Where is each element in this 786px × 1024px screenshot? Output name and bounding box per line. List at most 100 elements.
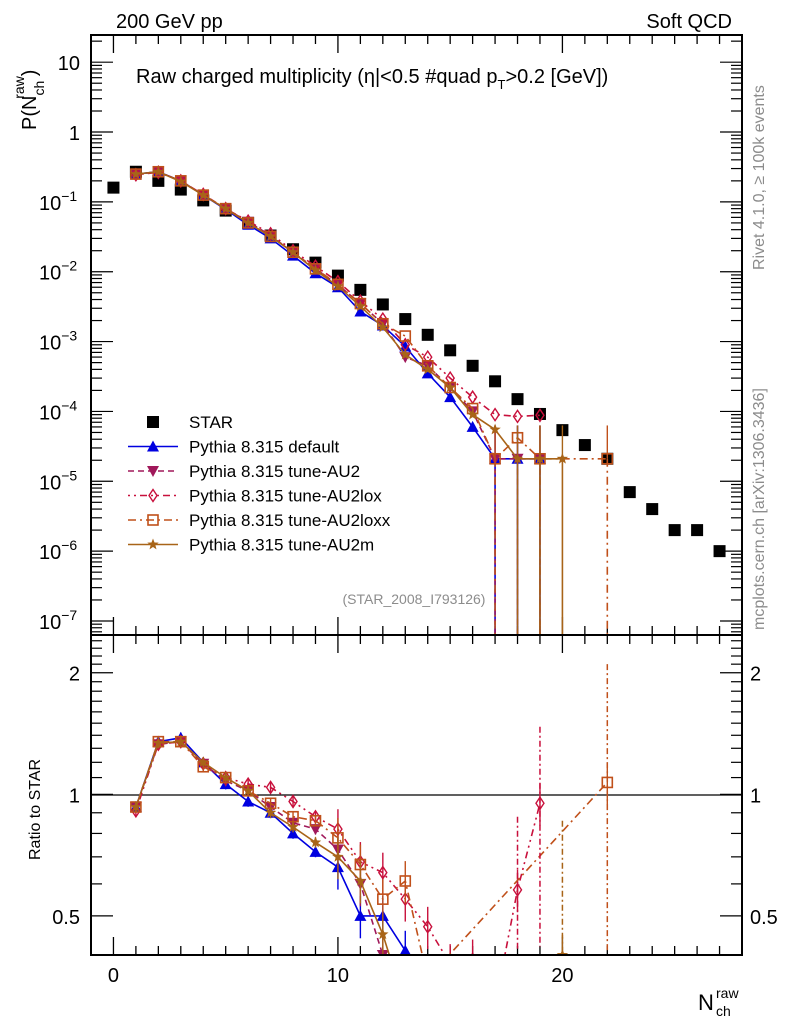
- legend-label: Pythia 8.315 tune-AU2loxx: [189, 511, 391, 530]
- ratio-point: [242, 795, 255, 807]
- data-point: [376, 298, 389, 311]
- data-point: [130, 168, 142, 179]
- svg-text:raw: raw: [716, 985, 739, 1001]
- x-tick-label: 10: [327, 965, 349, 987]
- main-series-layer: [107, 165, 726, 635]
- y-tick-label: 10: [58, 53, 80, 75]
- ratio-point: [446, 958, 454, 970]
- ratio-pythia-8-315-default: [129, 731, 434, 1010]
- ratio-point: [400, 891, 411, 907]
- ratio-point: [399, 1000, 411, 1011]
- ratio-point: [332, 850, 344, 862]
- svg-text:ch: ch: [716, 1003, 731, 1019]
- data-point: [466, 408, 479, 420]
- data-point: [152, 174, 165, 187]
- data-point: [399, 330, 412, 342]
- legend-marker: [148, 488, 158, 503]
- main-title: Raw charged multiplicity (η|<0.5 #quad p…: [136, 66, 608, 92]
- series-pythia-8-315-tune-au2m: [130, 165, 569, 635]
- ratio-point: [309, 845, 322, 857]
- ratio-line: [135, 736, 408, 955]
- ratio-point: [220, 771, 232, 783]
- data-point: [220, 202, 232, 214]
- svg-text:P(Nchraw): P(Nchraw): [11, 70, 47, 130]
- data-point: [422, 349, 433, 365]
- ratio-series-layer: [129, 664, 614, 1011]
- data-point: [332, 280, 344, 292]
- ratio-point: [130, 801, 142, 812]
- data-point: [444, 344, 457, 357]
- data-point: [444, 391, 457, 403]
- ratio-point: [535, 796, 545, 811]
- x-tick-label: 20: [551, 965, 573, 987]
- data-point: [399, 348, 411, 360]
- series-line: [135, 171, 541, 418]
- data-point: [287, 246, 299, 258]
- data-point: [332, 278, 344, 291]
- header-right: Soft QCD: [646, 11, 732, 33]
- data-point: [466, 420, 479, 432]
- ratio-point: [377, 865, 388, 880]
- legend-marker: [147, 466, 159, 477]
- data-point: [489, 375, 502, 388]
- ratio-line: [135, 740, 563, 955]
- ratio-tick-labels: 0.5 0.5 1 1 2 2: [52, 664, 778, 929]
- data-point: [713, 545, 726, 558]
- data-point: [421, 367, 434, 379]
- data-point: [197, 189, 209, 200]
- legend-marker: [147, 416, 159, 428]
- ratio-point: [354, 875, 367, 886]
- main-axis-ticks: [91, 35, 742, 635]
- data-point: [107, 181, 120, 194]
- legend-item: STAR: [147, 413, 233, 432]
- legend-marker: [147, 514, 159, 526]
- data-point: [399, 313, 412, 326]
- data-point: [646, 503, 659, 516]
- data-point: [242, 216, 254, 228]
- x-tick-label: 0: [108, 965, 119, 987]
- series-pythia-8-315-tune-au2: [129, 166, 546, 635]
- data-point: [466, 359, 479, 372]
- ratio-point: [422, 999, 434, 1010]
- x-axis-label: N raw ch: [698, 985, 739, 1019]
- data-point: [354, 300, 367, 312]
- rivet-label: Rivet 4.1.0, ≥ 100k events: [751, 85, 768, 270]
- ratio-y-tick-label: 0.5: [52, 907, 80, 929]
- data-point: [354, 283, 367, 296]
- legend-item: Pythia 8.315 tune-AU2: [128, 462, 360, 481]
- ratio-line: [135, 740, 608, 955]
- ratio-point: [354, 909, 367, 921]
- ratio-point: [399, 875, 412, 887]
- y-tick-label: 10−4: [39, 397, 77, 424]
- ratio-point: [491, 999, 499, 1011]
- data-point: [152, 165, 165, 177]
- data-point: [601, 452, 614, 465]
- ratio-y-tick-label-right: 2: [750, 664, 761, 686]
- ratio-point: [309, 814, 322, 827]
- legend-label: Pythia 8.315 default: [189, 438, 340, 457]
- ratio-point: [287, 827, 300, 839]
- ratio-y-tick-label: 1: [69, 785, 80, 807]
- y-tick-label: 10−7: [39, 607, 77, 634]
- data-point: [467, 389, 478, 405]
- ratio-point: [265, 780, 276, 795]
- ratio-point: [242, 784, 254, 796]
- analysis-annotation: (STAR_2008_I793126): [343, 591, 486, 607]
- data-point: [490, 407, 500, 422]
- data-point: [489, 452, 501, 465]
- ratio-point: [287, 821, 299, 832]
- ratio-pythia-8-315-tune-au2m: [130, 735, 569, 955]
- legend-item: Pythia 8.315 tune-AU2lox: [128, 487, 382, 506]
- data-point: [354, 305, 367, 317]
- ratio-point: [309, 836, 322, 848]
- series-pythia-8-315-default: [129, 165, 546, 635]
- ratio-point: [264, 806, 277, 818]
- legend-label: STAR: [189, 413, 233, 432]
- header-left: 200 GeV pp: [116, 11, 223, 33]
- data-point: [264, 230, 277, 242]
- ratio-point: [377, 928, 389, 940]
- data-point: [175, 173, 186, 189]
- legend-marker: [147, 440, 159, 452]
- ratio-y-tick-label-right: 1: [750, 785, 761, 807]
